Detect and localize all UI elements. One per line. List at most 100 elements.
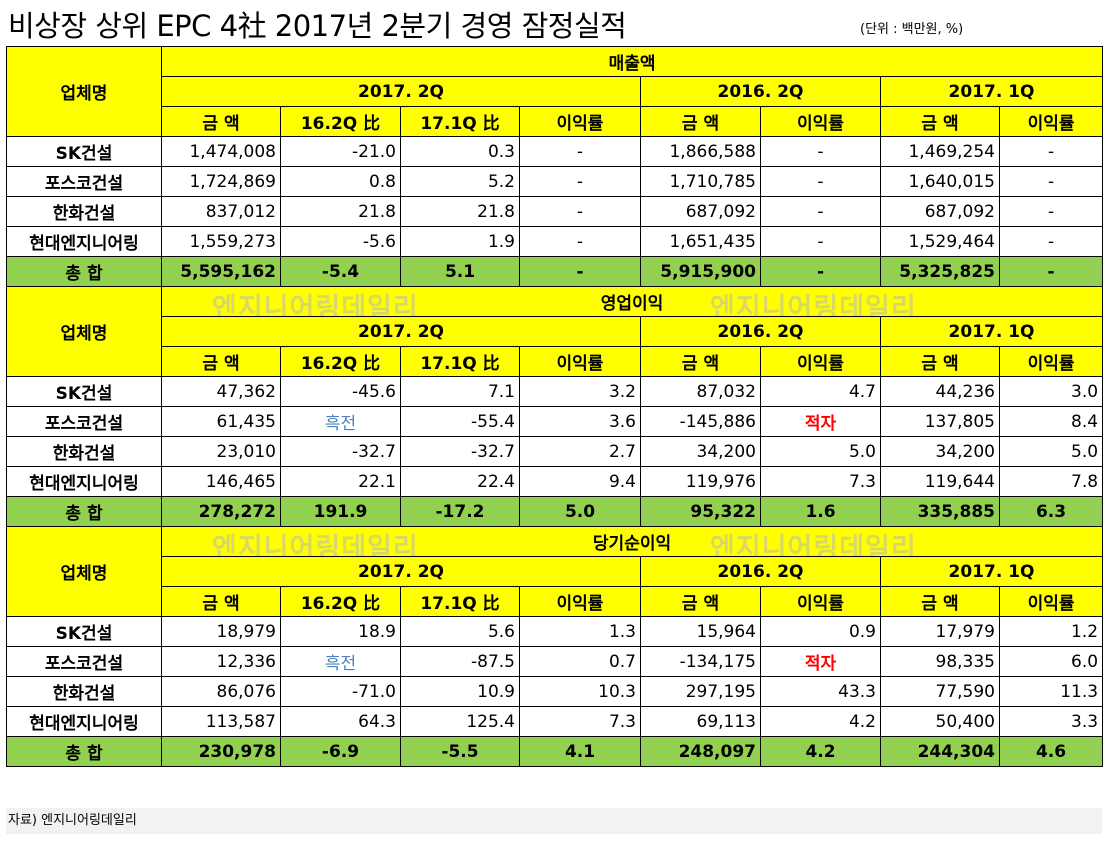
- column-header-amount: 금 액: [880, 346, 1000, 377]
- table-cell: 4.2: [760, 706, 881, 737]
- table-cell: 119,644: [880, 466, 1000, 497]
- table-cell: 11.3: [998, 676, 1104, 707]
- table-cell: 1,651,435: [640, 226, 761, 257]
- total-cell: 5.1: [400, 256, 520, 287]
- table-cell: 5.2: [400, 166, 520, 197]
- net-income-header-row: 업체명 당기순이익 엔지니어링데일리 엔지니어링데일리: [6, 526, 1104, 617]
- earnings-table: 업체명 매출액 2017. 2Q 2016. 2Q 2017. 1Q 금 액 16.2Q 比…: [6, 46, 1104, 767]
- table-cell: -32.7: [400, 436, 520, 467]
- table-cell: 9.4: [519, 466, 641, 497]
- period-2017-1q: 2017. 1Q: [879, 76, 1104, 107]
- table-cell: 5.6: [400, 616, 520, 647]
- table-cell: 8.4: [998, 406, 1104, 437]
- table-cell: 1.2: [998, 616, 1104, 647]
- table-cell: 22.1: [280, 466, 401, 497]
- table-cell: 1,559,273: [161, 226, 281, 257]
- table-cell: 86,076: [161, 676, 281, 707]
- table-cell: 1,724,869: [161, 166, 281, 197]
- table-cell: 69,113: [640, 706, 761, 737]
- table-cell: -55.4: [400, 406, 520, 437]
- table-cell: 15,964: [640, 616, 761, 647]
- total-cell: 335,885: [880, 496, 1000, 527]
- operating-profit-section-title: 영업이익 엔지니어링데일리 엔지니어링데일리: [160, 286, 1104, 317]
- table-cell: 77,590: [880, 676, 1000, 707]
- table-cell: 12,336: [161, 646, 281, 677]
- sales-period-row: 2017. 2Q 2016. 2Q 2017. 1Q: [7, 76, 1104, 107]
- table-cell: -: [519, 166, 641, 197]
- table-cell: -: [760, 166, 881, 197]
- table-cell: 1.9: [400, 226, 520, 257]
- table-cell: -145,886: [640, 406, 761, 437]
- period-2016-2q: 2016. 2Q: [640, 316, 881, 347]
- table-cell: 7.3: [760, 466, 881, 497]
- table-cell: -: [519, 136, 641, 167]
- company-name: SK건설: [6, 376, 162, 407]
- watermark-left: 엔지니어링데일리: [212, 533, 419, 557]
- table-cell: 7.3: [519, 706, 641, 737]
- column-header-amount: 금 액: [161, 106, 281, 137]
- table-cell: 18,979: [161, 616, 281, 647]
- column-header-amount: 금 액: [880, 106, 1000, 137]
- table-cell: 44,236: [880, 376, 1000, 407]
- table-cell: -: [519, 226, 641, 257]
- table-cell: 적자: [760, 406, 881, 437]
- section-title-text: 당기순이익: [592, 534, 672, 554]
- total-cell: -5.4: [280, 256, 401, 287]
- table-cell: -21.0: [280, 136, 401, 167]
- column-header-margin: 이익률: [760, 106, 881, 137]
- sales-column-header-row: 금 액 16.2Q 比 17.1Q 比 이익률 금 액 이익률 금 액 이익률: [7, 106, 1104, 137]
- table-cell: 1,469,254: [880, 136, 1000, 167]
- table-cell: 146,465: [161, 466, 281, 497]
- net-income-section-title: 당기순이익 엔지니어링데일리 엔지니어링데일리: [160, 526, 1104, 557]
- section-title-text: 영업이익: [600, 294, 664, 314]
- column-header-margin: 이익률: [519, 106, 641, 137]
- company-name: 포스코건설: [6, 646, 162, 677]
- table-cell: 98,335: [880, 646, 1000, 677]
- table-cell: -: [998, 196, 1104, 227]
- table-cell: 119,976: [640, 466, 761, 497]
- total-cell: 244,304: [880, 736, 1000, 767]
- table-cell: 적자: [760, 646, 881, 677]
- table-cell: 61,435: [161, 406, 281, 437]
- column-header-margin: 이익률: [519, 346, 641, 377]
- total-cell: -: [760, 256, 881, 287]
- table-row: 한화건설 23,010 -32.7 -32.7 2.7 34,200 5.0 34,200 5.…: [6, 436, 1104, 467]
- company-name: 포스코건설: [6, 166, 162, 197]
- table-cell: -: [998, 166, 1104, 197]
- total-cell: 5,325,825: [880, 256, 1000, 287]
- total-cell: 1.6: [760, 496, 881, 527]
- table-cell: -: [760, 226, 881, 257]
- column-header-vs17q1: 17.1Q 比: [400, 586, 520, 617]
- table-cell: -45.6: [280, 376, 401, 407]
- table-row: 현대엔지니어링 146,465 22.1 22.4 9.4 119,976 7.3 119,6…: [6, 466, 1104, 497]
- table-cell: 125.4: [400, 706, 520, 737]
- column-header-margin: 이익률: [519, 586, 641, 617]
- table-cell: -71.0: [280, 676, 401, 707]
- table-cell: -32.7: [280, 436, 401, 467]
- table-cell: 687,092: [640, 196, 761, 227]
- column-header-margin: 이익률: [760, 346, 881, 377]
- net-income-column-header-row: 금 액 16.2Q 比 17.1Q 比 이익률 금 액 이익률 금 액 이익률: [7, 586, 1104, 617]
- table-row: 현대엔지니어링 1,559,273 -5.6 1.9-1,651,435-1,529,…: [6, 226, 1104, 257]
- column-header-vs16q2: 16.2Q 比: [280, 106, 401, 137]
- table-cell: 21.8: [280, 196, 401, 227]
- company-name: 현대엔지니어링: [6, 466, 162, 497]
- period-2017-2q: 2017. 2Q: [161, 556, 641, 587]
- column-header-amount: 금 액: [161, 346, 281, 377]
- total-cell: 248,097: [640, 736, 761, 767]
- table-cell: 3.0: [998, 376, 1104, 407]
- section-title-text: 매출액: [608, 54, 656, 74]
- table-cell: 5.0: [760, 436, 881, 467]
- table-cell: 흑전: [280, 646, 401, 677]
- page-title: 비상장 상위 EPC 4社 2017년 2분기 경영 잠정실적: [8, 9, 627, 43]
- total-cell: 230,978: [161, 736, 281, 767]
- column-header-margin: 이익률: [998, 106, 1104, 137]
- column-header-amount: 금 액: [640, 106, 761, 137]
- column-header-amount: 금 액: [640, 346, 761, 377]
- table-row: SK건설 1,474,008 -21.0 0.3-1,866,588-1,469,25…: [6, 136, 1104, 167]
- total-cell: -17.2: [400, 496, 520, 527]
- sales-header-row: 업체명 매출액: [6, 46, 1104, 137]
- table-cell: 3.2: [519, 376, 641, 407]
- company-name: SK건설: [6, 136, 162, 167]
- table-cell: 1,640,015: [880, 166, 1000, 197]
